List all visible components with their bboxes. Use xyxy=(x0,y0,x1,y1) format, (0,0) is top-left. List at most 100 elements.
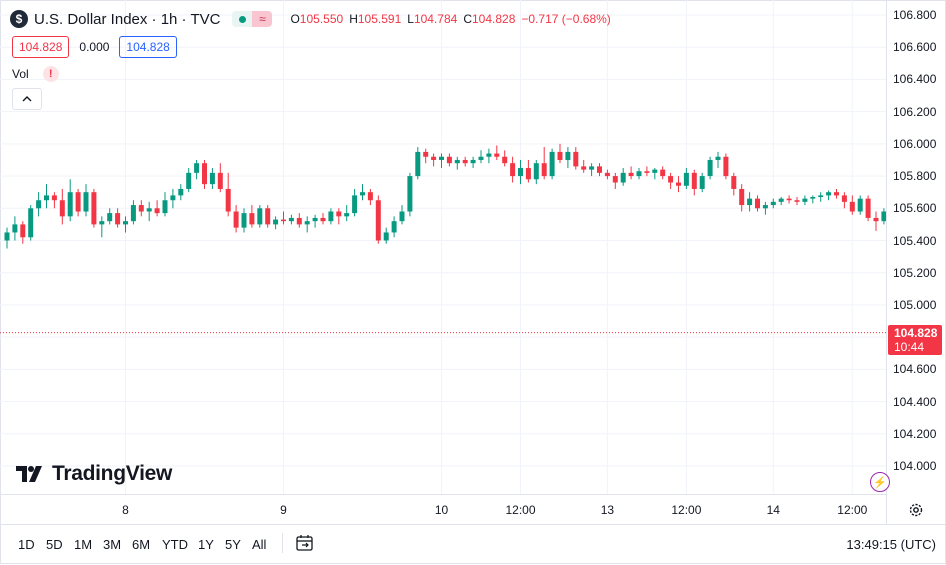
candle-body xyxy=(857,198,863,212)
candle xyxy=(739,184,745,212)
candle xyxy=(67,179,73,222)
candle xyxy=(612,172,618,189)
candle-body xyxy=(620,172,626,183)
candle-body xyxy=(739,188,745,206)
range-5d-button[interactable]: 5D xyxy=(46,537,63,552)
ohlc-open-key: O xyxy=(290,12,300,26)
tradingview-watermark[interactable]: TradingView xyxy=(16,462,172,486)
tradingview-logo-icon xyxy=(16,466,42,482)
utc-clock[interactable]: 13:49:15 (UTC) xyxy=(846,537,936,552)
candle xyxy=(731,172,737,196)
candle-body xyxy=(573,151,579,167)
candle xyxy=(755,195,760,212)
candle xyxy=(573,147,579,170)
candle-body xyxy=(12,224,18,233)
candle-body xyxy=(375,200,381,241)
buy-price-button[interactable]: 104.828 xyxy=(119,36,177,58)
y-tick-label: 106.000 xyxy=(893,136,937,151)
candle xyxy=(770,198,776,209)
price-chart[interactable] xyxy=(0,0,886,494)
candle xyxy=(186,168,192,193)
candle-body xyxy=(668,176,674,183)
candle xyxy=(533,159,539,185)
candle xyxy=(518,159,523,185)
y-tick-label: 106.600 xyxy=(893,40,937,55)
candle-body xyxy=(383,232,389,241)
candle-body xyxy=(786,198,792,201)
candle-body xyxy=(494,153,500,157)
candle-body xyxy=(636,171,642,177)
candle-body xyxy=(470,159,476,164)
market-open-icon xyxy=(232,11,253,27)
range-all-button[interactable]: All xyxy=(252,537,267,552)
range-3m-button[interactable]: 3M xyxy=(103,537,122,552)
volume-label[interactable]: Vol xyxy=(12,67,29,81)
candle-body xyxy=(770,201,776,206)
candle-body xyxy=(865,198,871,218)
candle-body xyxy=(873,217,879,222)
candle-body xyxy=(849,201,855,212)
candle xyxy=(375,195,381,244)
market-status[interactable]: ≈ xyxy=(232,11,273,27)
candle xyxy=(59,188,65,225)
candle-body xyxy=(170,195,176,201)
range-5y-button[interactable]: 5Y xyxy=(225,537,241,552)
candle xyxy=(233,205,239,233)
y-tick-label: 105.000 xyxy=(893,297,937,312)
candle xyxy=(620,168,626,186)
candle xyxy=(676,176,681,193)
candle-body xyxy=(557,151,563,160)
range-1y-button[interactable]: 1Y xyxy=(198,537,214,552)
candle-body xyxy=(486,153,492,157)
candle-body xyxy=(51,195,57,201)
candle xyxy=(91,188,97,228)
candle-body xyxy=(281,219,286,222)
settings-button[interactable] xyxy=(906,500,926,520)
y-tick-label: 106.400 xyxy=(893,72,937,87)
candle-body xyxy=(747,198,753,206)
candle xyxy=(439,153,444,169)
candle xyxy=(407,172,413,217)
candle-body xyxy=(241,213,247,228)
ohlc-low-value: 104.784 xyxy=(413,12,458,26)
y-tick-label: 106.800 xyxy=(893,8,937,22)
candle xyxy=(549,148,555,180)
y-tick-label: 104.600 xyxy=(893,362,937,377)
range-ytd-button[interactable]: YTD xyxy=(162,537,188,552)
volume-legend: Vol ! xyxy=(12,66,59,82)
chart-plot-area[interactable] xyxy=(0,0,886,524)
candle-body xyxy=(28,208,34,238)
candle xyxy=(288,214,294,225)
sell-price-button[interactable]: 104.828 xyxy=(12,36,70,58)
last-price-badge: 104.828 10:44 xyxy=(888,325,942,355)
lightning-icon[interactable]: ⚡ xyxy=(870,472,890,492)
candle-body xyxy=(399,211,405,222)
candle-body xyxy=(802,198,808,202)
candle xyxy=(225,172,231,217)
candle xyxy=(107,208,113,225)
range-6m-button[interactable]: 6M xyxy=(132,537,151,552)
time-axis[interactable]: 8 9 10 12:00 13 12:00 14 12:00 xyxy=(0,494,886,525)
collapse-legend-button[interactable] xyxy=(12,88,42,110)
candle xyxy=(699,172,705,193)
gear-icon xyxy=(909,503,923,517)
candle xyxy=(83,184,89,217)
ohlc-open-value: 105.550 xyxy=(299,12,344,26)
candle xyxy=(75,188,81,217)
candle-body xyxy=(146,208,152,212)
date-range-button[interactable] xyxy=(294,533,316,553)
candle xyxy=(217,163,223,193)
warning-icon[interactable]: ! xyxy=(42,66,59,82)
candle xyxy=(12,216,18,241)
range-1d-button[interactable]: 1D xyxy=(18,537,35,552)
symbol-title[interactable]: U.S. Dollar Index · 1h · TVC xyxy=(34,10,221,28)
candle-body xyxy=(225,188,231,212)
price-axis[interactable]: 104.000104.200104.400104.600104.800105.0… xyxy=(886,0,946,524)
candle xyxy=(202,159,207,189)
candle xyxy=(162,192,168,217)
candle xyxy=(510,156,516,183)
y-tick-label: 104.000 xyxy=(893,459,937,473)
candle-body xyxy=(209,172,215,185)
candle xyxy=(146,201,152,222)
range-1m-button[interactable]: 1M xyxy=(74,537,93,552)
